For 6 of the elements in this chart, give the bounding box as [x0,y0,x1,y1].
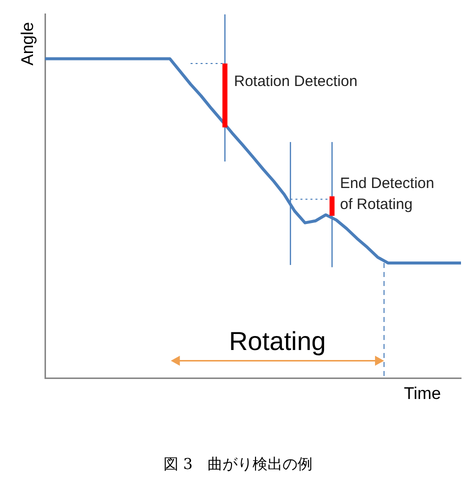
annotation: End Detection of Rotating [340,175,434,214]
annotation: Rotating [229,326,326,356]
caption: 図 3 曲がり検出の例 [162,455,314,474]
annotation: Rotation Detection [234,73,358,90]
x-axis-title: Time [404,384,441,404]
y-axis-title: Angle [18,22,38,66]
